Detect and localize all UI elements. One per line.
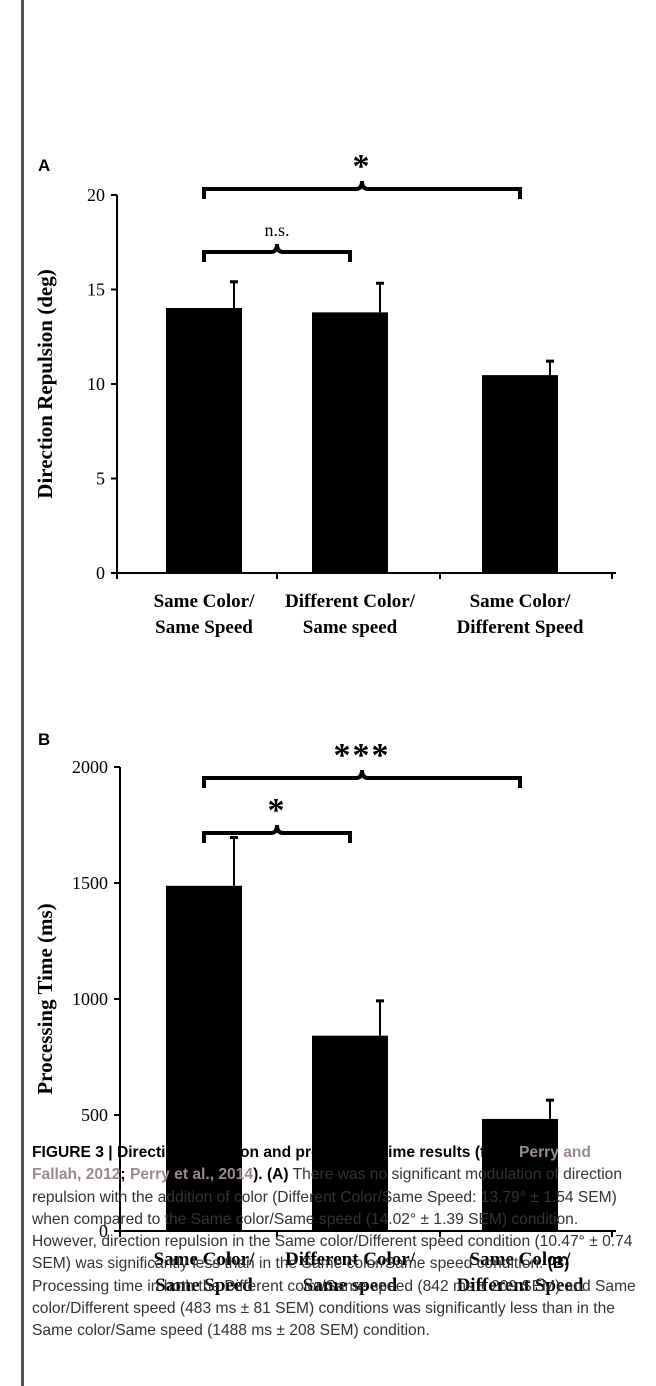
- panel-b-y-tick-label: 0: [99, 1221, 108, 1241]
- caption-ref-perry-fallah[interactable]: Perry and Fallah, 2012: [32, 1144, 591, 1184]
- panel-a-significance-bracket: [202, 180, 522, 199]
- panel-b-bar: [312, 1035, 388, 1231]
- panel-a-bar: [312, 312, 388, 573]
- panel-b-category-label: Different Color/: [285, 1249, 416, 1270]
- panel-b-category-label: Same speed: [303, 1275, 398, 1296]
- panel-a-significance-label: *: [353, 148, 372, 185]
- panel-b-y-tick-label: 500: [81, 1105, 108, 1125]
- panel-b-significance-label: *: [268, 792, 287, 829]
- panel-a-category-label: Same Color/: [470, 591, 572, 612]
- panel-a-category-label: Same Color/: [154, 591, 256, 612]
- panel-a-y-tick-label: 20: [87, 185, 105, 205]
- panel-b-significance-bracket: [202, 769, 522, 788]
- caption-label-end: ).: [253, 1166, 263, 1184]
- panel-b-significance-label: ***: [334, 737, 391, 774]
- caption-ref-perry-et-al[interactable]: Perry et al., 2014: [129, 1166, 254, 1184]
- panel-a-category-label: Different Color/: [285, 591, 416, 612]
- panel-b-y-axis-label: Processing Time (ms): [33, 903, 57, 1094]
- caption-panel-a-marker: (A): [266, 1166, 289, 1184]
- caption-figure-label: FIGURE 3 | Direction repulsion and proce…: [32, 1144, 519, 1161]
- panel-a-y-tick-label: 5: [96, 469, 105, 489]
- panel-a-letter: A: [38, 156, 50, 175]
- panel-a-significance-bracket: [202, 243, 352, 262]
- panel-a-y-tick-label: 10: [87, 374, 105, 394]
- caption-panel-b-marker: (B): [547, 1255, 570, 1273]
- panel-a-y-axis-label: Direction Repulsion (deg): [33, 269, 57, 498]
- caption-panel-a-text: There was no significant modulation of d…: [32, 1166, 633, 1273]
- panel-a-significance-label: n.s.: [264, 220, 289, 240]
- panel-a-bar: [166, 308, 242, 573]
- panel-a-category-label: Different Speed: [457, 617, 584, 638]
- panel-b-y-tick-label: 1500: [72, 873, 108, 893]
- panel-a-y-tick-label: 0: [96, 563, 105, 583]
- panel-b-significance-bracket: [202, 824, 352, 843]
- panel-a-y-tick-label: 15: [87, 280, 105, 300]
- panel-a-bar: [482, 375, 558, 573]
- panel-b-bar: [482, 1118, 558, 1231]
- caption-ref-separator: ;: [120, 1166, 130, 1184]
- caption-panel-b-text: Processing time in both the Different co…: [32, 1277, 636, 1340]
- panel-a-category-label: Same Speed: [155, 617, 253, 638]
- panel-b-y-tick-label: 2000: [72, 757, 108, 777]
- panel-b-y-tick-label: 1000: [72, 989, 108, 1009]
- panel-a-category-label: Same speed: [303, 617, 398, 638]
- panel-b-bar: [166, 885, 242, 1231]
- panel-b-letter: B: [38, 730, 50, 749]
- left-frame-rule: [21, 0, 24, 1386]
- panel-b-category-label: Same Color/: [470, 1249, 572, 1270]
- figure-caption: FIGURE 3 | Direction repulsion and proce…: [32, 1142, 642, 1343]
- panel-b-category-label: Same Color/: [154, 1249, 256, 1270]
- panel-b-category-label: Same Speed: [155, 1275, 253, 1296]
- panel-b-category-label: Different Speed: [457, 1275, 584, 1296]
